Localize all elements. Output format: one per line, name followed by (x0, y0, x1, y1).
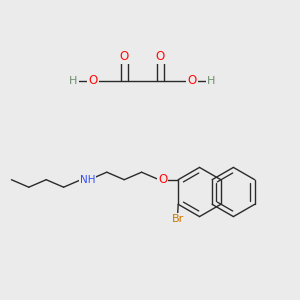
Text: O: O (120, 50, 129, 64)
Text: O: O (158, 173, 167, 186)
Text: NH: NH (80, 175, 95, 185)
Text: H: H (69, 76, 78, 86)
Text: O: O (88, 74, 98, 88)
Text: O: O (188, 74, 196, 88)
Text: Br: Br (172, 214, 184, 224)
Text: O: O (156, 50, 165, 64)
Text: H: H (207, 76, 216, 86)
